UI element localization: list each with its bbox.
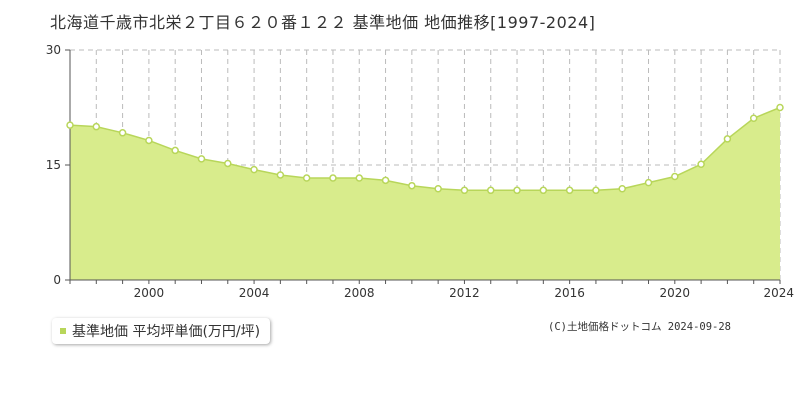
- data-point: [434, 185, 442, 193]
- data-point: [355, 174, 364, 182]
- data-point: [381, 176, 390, 185]
- data-point: [671, 172, 679, 181]
- series-area: [70, 107, 780, 280]
- x-tick-label: 2004: [239, 286, 270, 300]
- data-point: [697, 160, 705, 168]
- legend: 基準地価 平均坪単価(万円/坪): [52, 318, 271, 344]
- data-point: [723, 135, 732, 143]
- series-line: [69, 106, 781, 192]
- y-tick-label: 30: [46, 43, 61, 57]
- x-tick-label: 2008: [344, 286, 375, 300]
- data-point: [408, 181, 416, 190]
- data-point: [197, 155, 206, 163]
- data-point: [302, 174, 311, 182]
- y-tick-label: 0: [53, 273, 61, 287]
- data-point: [118, 129, 127, 137]
- data-point: [776, 103, 784, 112]
- copyright-credit: (C)土地価格ドットコム 2024-09-28: [548, 321, 732, 333]
- data-point: [513, 186, 521, 195]
- data-point: [171, 146, 179, 155]
- x-tick-label: 2016: [554, 286, 585, 300]
- y-tick-label: 15: [46, 158, 61, 172]
- axis-layer: [65, 49, 781, 284]
- data-point: [486, 186, 495, 195]
- data-point: [460, 186, 469, 195]
- label-layer: 0 15 30 2000 2004 2008 2012 2016 2020 2024: [46, 43, 794, 300]
- data-point: [66, 121, 74, 129]
- legend-label: 基準地価 平均坪単価(万円/坪): [72, 324, 261, 340]
- data-point: [592, 186, 600, 195]
- data-point: [749, 114, 758, 122]
- marker-layer: [66, 103, 784, 195]
- data-point: [618, 185, 626, 193]
- x-tick-label: 2000: [134, 286, 165, 300]
- data-point: [276, 171, 285, 179]
- page-title: 北海道千歳市北栄２丁目６２０番１２２ 基準地価 地価推移[1997-2024]: [50, 13, 596, 32]
- data-point: [250, 165, 258, 174]
- data-point: [224, 159, 232, 168]
- data-point: [539, 186, 548, 195]
- x-tick-label: 2024: [763, 286, 794, 300]
- legend-swatch: [60, 328, 66, 334]
- x-tick-label: 2012: [449, 286, 480, 300]
- data-point: [644, 178, 653, 187]
- data-point: [92, 122, 101, 131]
- data-point: [145, 136, 153, 145]
- x-tick-label: 2020: [660, 286, 691, 300]
- data-point: [565, 186, 574, 195]
- data-point: [329, 174, 337, 182]
- area-layer: [69, 106, 781, 280]
